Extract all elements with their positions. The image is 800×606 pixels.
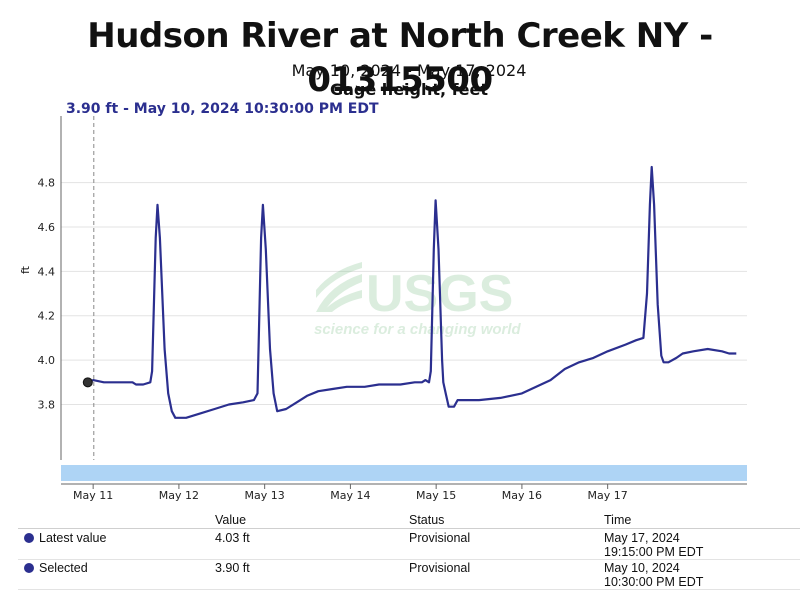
axes [60,116,747,489]
y-axis-label: ft [19,265,32,274]
grid-lines [61,182,747,406]
timeline-brush-bar[interactable] [61,465,747,481]
y-tick-label: 4.0 [38,354,56,367]
y-tick-label: 4.4 [38,265,56,278]
x-tick-label: May 16 [502,489,542,502]
x-tick-label: May 14 [330,489,370,502]
series-line [87,165,737,419]
y-tick-label: 4.6 [38,221,56,234]
selected-time: 10:30:00 PM EDT [604,575,704,589]
y-tick-label: 3.8 [38,399,56,412]
x-tick-label: May 15 [416,489,456,502]
usgs-watermark: USGS science for a changing world [314,262,522,338]
chart-title: Hudson River at North Creek NY - 0131550… [87,16,713,100]
latest-value: 4.03 ft [215,531,250,545]
x-tick-label: May 13 [245,489,285,502]
selected-status: Provisional [409,561,471,575]
x-tick-label: May 11 [73,489,113,502]
parameter-label: Gage height, feet [330,80,488,99]
selected-value-readout: 3.90 ft - May 10, 2024 10:30:00 PM EDT [66,101,379,117]
hydrograph-chart[interactable]: USGS science for a changing world 3.8 4.0… [0,0,800,512]
header-status: Status [409,513,445,527]
tick-labels: 3.8 4.0 4.2 4.4 4.6 4.8 May 11 May 12 May 13 May … [38,177,628,502]
latest-time: 19:15:00 PM EDT [604,545,704,559]
header-time: Time [604,513,632,527]
selected-label: Selected [24,561,88,575]
usgs-logo-icon [316,262,362,312]
latest-label: Latest value [24,531,106,545]
y-tick-label: 4.8 [38,177,56,190]
latest-date: May 17, 2024 [604,531,680,545]
table-row-latest[interactable]: Latest value 4.03 ft Provisional May 17,… [18,529,800,560]
series-dot-icon [24,533,34,543]
table-header: Value Status Time [18,512,800,529]
y-tick-label: 4.2 [38,310,56,323]
series-dot-icon [24,563,34,573]
selected-value: 3.90 ft [215,561,250,575]
latest-status: Provisional [409,531,471,545]
selected-point-marker[interactable] [82,377,93,388]
x-tick-label: May 17 [588,489,628,502]
date-range: May 10, 2024 - May 17, 2024 [291,61,527,80]
watermark-tagline: science for a changing world [314,321,522,338]
header-value: Value [215,513,247,527]
table-row-selected[interactable]: Selected 3.90 ft Provisional May 10, 202… [18,559,800,590]
selected-date: May 10, 2024 [604,561,680,575]
x-tick-label: May 12 [159,489,199,502]
